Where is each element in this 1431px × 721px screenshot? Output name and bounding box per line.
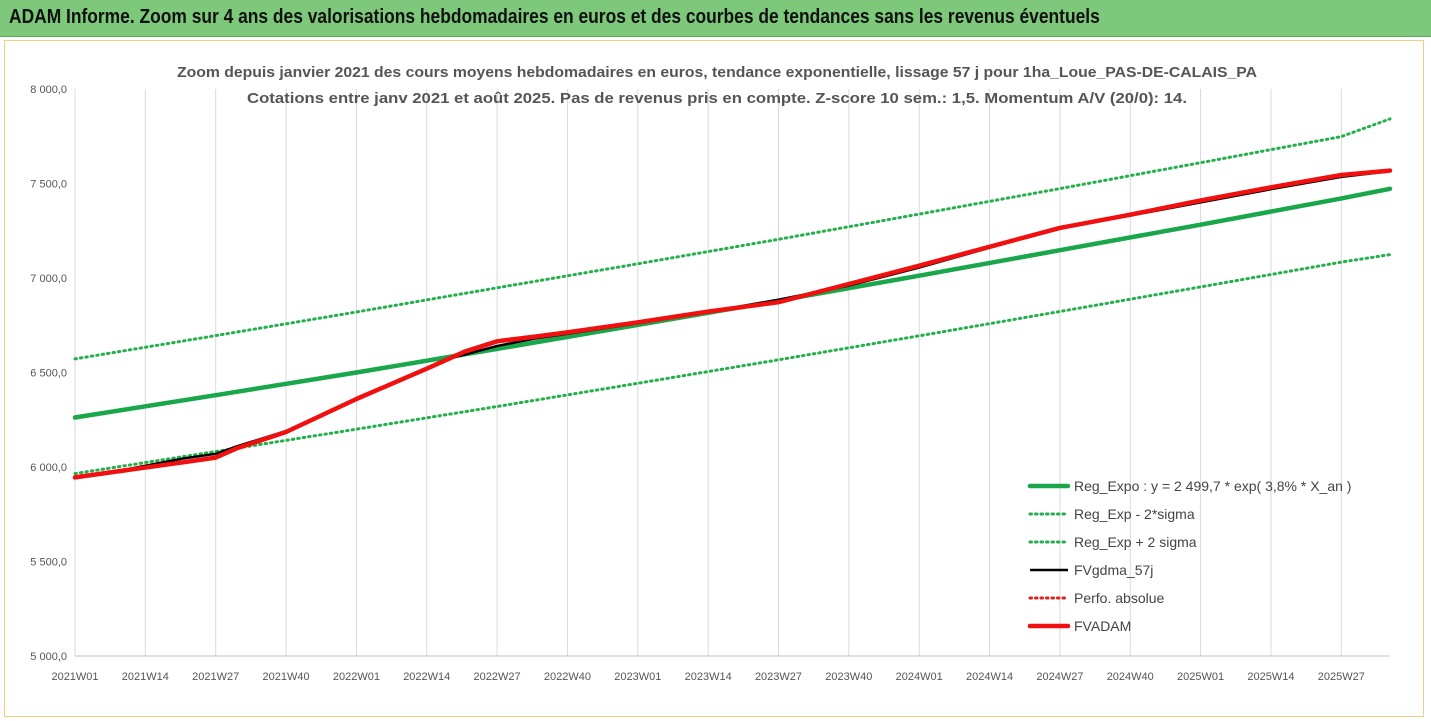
- x-tick-label: 2025W01: [1177, 671, 1224, 683]
- y-tick-label: 5 000,0: [30, 651, 67, 663]
- x-tick-label: 2021W14: [122, 671, 169, 683]
- x-tick-label: 2023W14: [685, 671, 732, 683]
- x-tick-label: 2023W27: [755, 671, 802, 683]
- chart-area: 8 000,0 7 500,0 7 000,0 6 500,0 6 000,0 5 500…: [4, 40, 1424, 717]
- x-tick-label: 2021W40: [263, 671, 310, 683]
- x-tick-label: 2025W27: [1318, 671, 1365, 683]
- x-tick-label: 2023W40: [825, 671, 872, 683]
- legend-label: Reg_Exp - 2*sigma: [1074, 506, 1195, 522]
- x-tick-label: 2024W27: [1036, 671, 1083, 683]
- x-tick-label: 2022W27: [474, 671, 521, 683]
- x-tick-label: 2021W27: [192, 671, 239, 683]
- y-tick-label: 5 500,0: [30, 557, 67, 569]
- x-tick-label: 2023W01: [614, 671, 661, 683]
- y-tick-label: 6 500,0: [30, 368, 67, 380]
- series-line-3: [74, 169, 1391, 479]
- legend-label: FVgdma_57j: [1074, 562, 1153, 578]
- x-tick-label: 2022W14: [403, 671, 450, 683]
- y-tick-label: 7 500,0: [30, 179, 67, 191]
- chart-title-line: Zoom depuis janvier 2021 des cours moyen…: [177, 64, 1257, 81]
- y-tick-label: 6 000,0: [30, 462, 67, 474]
- x-tick-label: 2024W40: [1107, 671, 1154, 683]
- x-tick-label: 2022W40: [544, 671, 591, 683]
- report-banner: ADAM Informe. Zoom sur 4 ans des valoris…: [0, 0, 1431, 37]
- x-tick-label: 2022W01: [333, 671, 380, 683]
- x-tick-label: 2021W01: [51, 671, 98, 683]
- chart-title-line: Cotations entre janv 2021 et août 2025. …: [247, 90, 1187, 107]
- x-tick-label: 2024W01: [896, 671, 943, 683]
- x-tick-label: 2025W14: [1247, 671, 1294, 683]
- legend-label: FVADAM: [1074, 618, 1131, 634]
- y-tick-label: 7 000,0: [30, 273, 67, 285]
- legend-label: Reg_Expo : y = 2 499,7 * exp( 3,8% * X_a…: [1074, 478, 1351, 494]
- x-tick-label: 2024W14: [966, 671, 1013, 683]
- series-line-1: [73, 253, 1392, 476]
- y-tick-label: 8 000,0: [30, 84, 67, 96]
- legend-label: Reg_Exp + 2 sigma: [1074, 534, 1197, 550]
- series-line-5: [72, 168, 1393, 480]
- legend-label: Perfo. absolue: [1074, 590, 1164, 606]
- report-title: ADAM Informe. Zoom sur 4 ans des valoris…: [9, 6, 1100, 28]
- line-chart: 8 000,0 7 500,0 7 000,0 6 500,0 6 000,0 5 500…: [30, 64, 1393, 683]
- series-line-0: [72, 186, 1393, 420]
- series-line-2: [73, 117, 1392, 361]
